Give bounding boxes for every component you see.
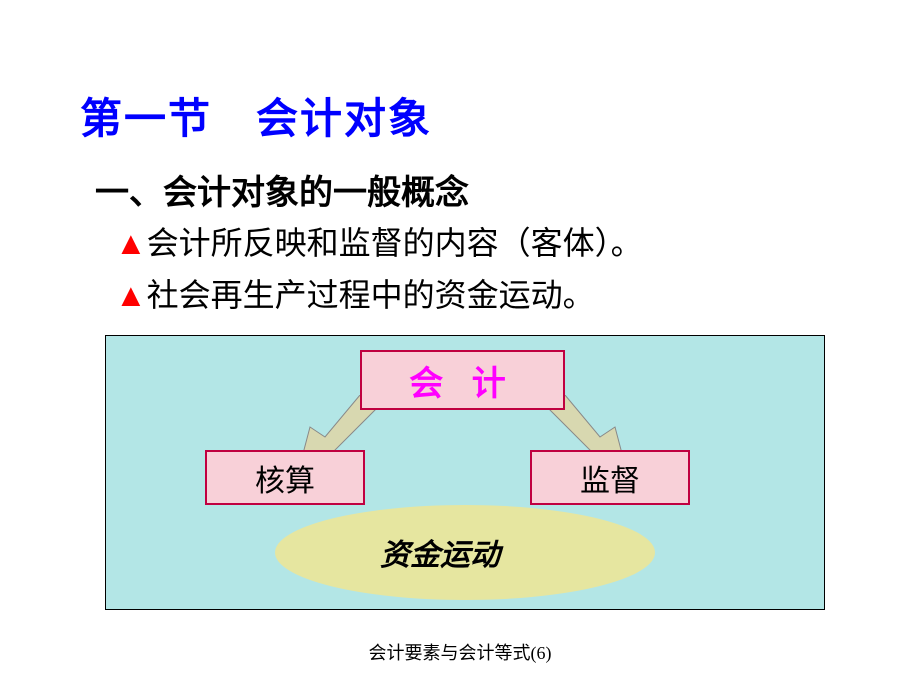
diagram-right-box: 监督 [530,450,690,505]
triangle-icon: ▲ [115,277,147,313]
bullet-item-2: ▲社会再生产过程中的资金运动。 [115,270,595,316]
bullet-item-1: ▲会计所反映和监督的内容（客体）。 [115,218,643,264]
subsection-heading: 一、会计对象的一般概念 [95,165,469,214]
right-box-label: 监督 [580,456,640,500]
bullet-text-2: 社会再生产过程中的资金运动。 [147,277,595,313]
diagram-left-box: 核算 [205,450,365,505]
slide: 第一节 会计对象 一、会计对象的一般概念 ▲会计所反映和监督的内容（客体）。 ▲… [0,0,920,690]
top-box-label: 会 计 [409,356,516,405]
left-box-label: 核算 [255,456,315,500]
diagram-top-box: 会 计 [360,350,565,410]
slide-footer: 会计要素与会计等式(6) [0,639,920,665]
triangle-icon: ▲ [115,225,147,261]
section-title: 第一节 会计对象 [80,85,432,146]
ellipse-label: 资金运动 [380,530,500,574]
bullet-text-1: 会计所反映和监督的内容（客体）。 [147,225,643,261]
